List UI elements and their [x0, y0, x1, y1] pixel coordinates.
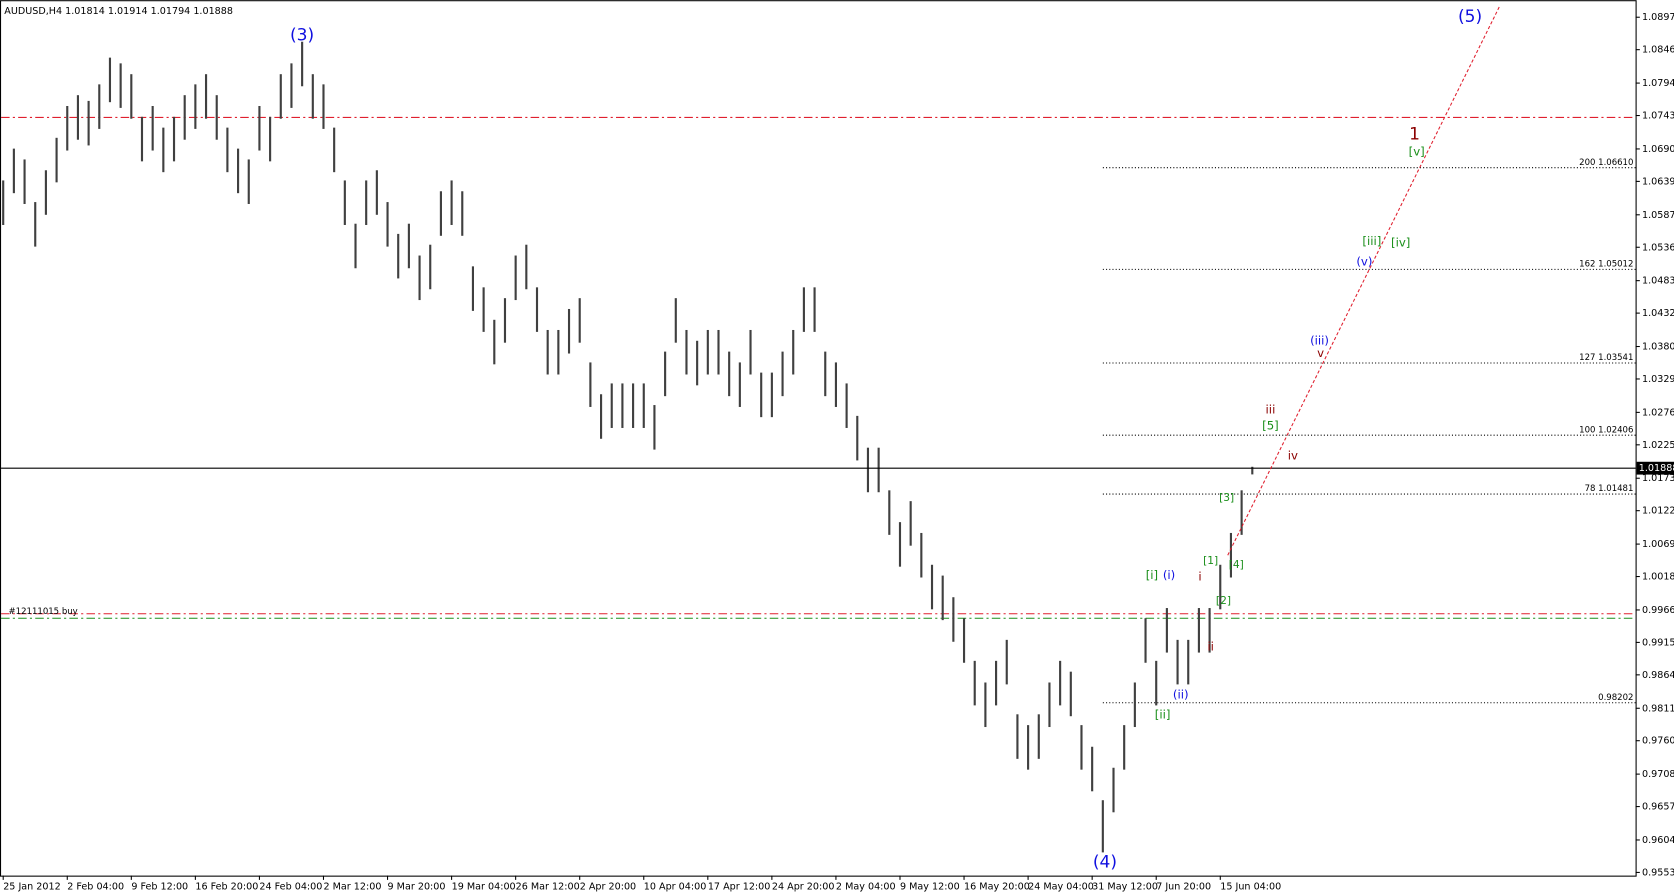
x-tick-label: 24 Feb 04:00	[259, 881, 322, 892]
wave-label: [iv]	[1391, 235, 1410, 249]
y-tick-label: 1.05360	[1642, 242, 1674, 253]
y-tick-label: 1.00695	[1642, 539, 1674, 550]
wave-label: ii	[1207, 639, 1214, 653]
x-tick-label: 16 Feb 20:00	[195, 881, 258, 892]
wave-label: [2]	[1216, 594, 1231, 607]
wave-label: v	[1317, 346, 1324, 360]
x-tick-label: 2 Mar 12:00	[323, 881, 381, 892]
x-tick-label: 7 Jun 20:00	[1156, 881, 1211, 892]
x-tick-label: 9 May 12:00	[900, 881, 960, 892]
y-tick-label: 1.07940	[1642, 78, 1674, 89]
y-tick-label: 1.03800	[1642, 342, 1674, 353]
x-tick-label: 9 Mar 20:00	[388, 881, 446, 892]
y-tick-label: 1.01730	[1642, 473, 1674, 484]
wave-label: (iii)	[1310, 333, 1329, 347]
wave-label: [4]	[1229, 558, 1244, 571]
y-tick-label: 1.02255	[1642, 440, 1674, 451]
level-label: 200 1.06610	[1579, 158, 1633, 168]
y-tick-label: 1.07430	[1642, 111, 1674, 122]
x-tick-label: 24 Apr 20:00	[772, 881, 835, 892]
x-tick-label: 10 Apr 04:00	[644, 881, 707, 892]
wave-label: i	[1198, 569, 1201, 583]
wave-label: (3)	[290, 25, 314, 45]
x-tick-label: 16 May 20:00	[964, 881, 1030, 892]
y-tick-label: 1.02765	[1642, 407, 1674, 418]
x-tick-label: 9 Feb 12:00	[131, 881, 188, 892]
level-label: 162 1.05012	[1579, 260, 1633, 270]
y-tick-label: 0.95535	[1642, 867, 1674, 878]
wave-label: [ii]	[1155, 707, 1171, 721]
y-tick-label: 0.99660	[1642, 605, 1674, 616]
wave-label: [iii]	[1362, 234, 1381, 248]
x-tick-label: 25 Jan 2012	[3, 881, 61, 892]
x-tick-label: 15 Jun 04:00	[1220, 881, 1281, 892]
wave-label: [v]	[1409, 144, 1425, 158]
level-label: 0.98202	[1598, 693, 1633, 703]
y-tick-label: 0.97605	[1642, 736, 1674, 747]
wave-label: (4)	[1093, 853, 1117, 873]
wave-label: (v)	[1356, 254, 1372, 268]
y-tick-label: 0.99150	[1642, 637, 1674, 648]
y-tick-label: 1.08465	[1642, 45, 1674, 56]
y-tick-label: 0.96570	[1642, 802, 1674, 813]
wave-label: [3]	[1219, 491, 1234, 504]
x-tick-label: 17 Apr 12:00	[708, 881, 771, 892]
x-tick-label: 19 Mar 04:00	[452, 881, 516, 892]
plot-frame	[0, 0, 1637, 877]
wave-label: iii	[1266, 403, 1276, 417]
y-tick-label: 1.05870	[1642, 210, 1674, 221]
y-tick-label: 0.97080	[1642, 769, 1674, 780]
y-tick-label: 1.01220	[1642, 506, 1674, 517]
chart-title: AUDUSD,H4 1.01814 1.01914 1.01794 1.0188…	[4, 6, 233, 17]
wave-label: (i)	[1163, 568, 1175, 582]
wave-label: 1	[1409, 125, 1420, 145]
y-tick-label: 0.98640	[1642, 670, 1674, 681]
order-label: #12111015 buy	[9, 607, 78, 617]
trend-line	[1227, 5, 1501, 556]
wave-label: (5)	[1458, 7, 1482, 27]
level-label: 78 1.01481	[1585, 484, 1634, 494]
current-price-box	[1636, 461, 1674, 475]
wave-label: [i]	[1146, 568, 1158, 582]
y-tick-label: 0.98115	[1642, 703, 1674, 714]
wave-label: [5]	[1262, 419, 1279, 433]
wave-label: iv	[1288, 448, 1298, 462]
x-tick-label: 24 May 04:00	[1028, 881, 1094, 892]
level-label: 100 1.02406	[1579, 425, 1633, 435]
x-tick-label: 2 Apr 20:00	[580, 881, 636, 892]
current-price-label: 1.01888	[1639, 463, 1674, 474]
wave-label: (ii)	[1173, 688, 1189, 702]
x-tick-label: 2 May 04:00	[836, 881, 896, 892]
y-tick-label: 1.06395	[1642, 176, 1674, 187]
y-tick-label: 0.96045	[1642, 835, 1674, 846]
x-tick-label: 26 Mar 12:00	[516, 881, 580, 892]
y-tick-label: 1.08975	[1642, 12, 1674, 23]
y-tick-label: 1.03290	[1642, 374, 1674, 385]
y-tick-label: 1.00185	[1642, 572, 1674, 583]
y-tick-label: 1.04325	[1642, 308, 1674, 319]
x-tick-label: 2 Feb 04:00	[67, 881, 124, 892]
y-tick-label: 1.06905	[1642, 144, 1674, 155]
wave-label: [1]	[1203, 554, 1218, 567]
x-tick-label: 31 May 12:00	[1092, 881, 1158, 892]
y-tick-label: 1.04835	[1642, 276, 1674, 287]
level-label: 127 1.03541	[1579, 353, 1633, 363]
